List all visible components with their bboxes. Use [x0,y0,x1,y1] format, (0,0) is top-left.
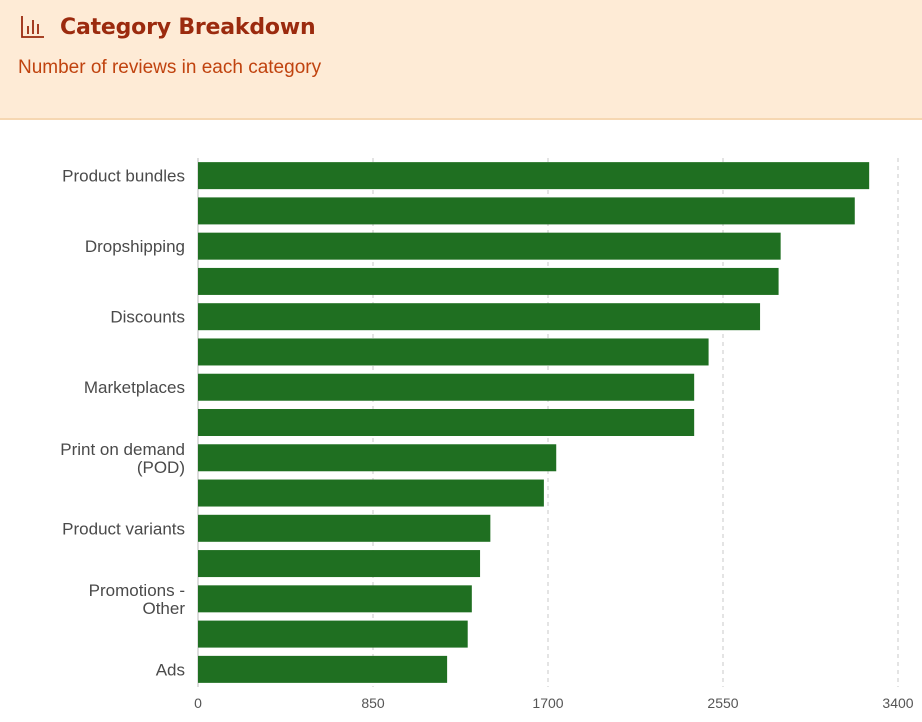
chart-header: Category Breakdown Number of reviews in … [0,0,922,120]
bar-chart-icon [21,16,44,38]
category-label: Dropshipping [85,237,185,256]
category-label: Product variants [62,519,185,538]
chart-title: Category Breakdown [60,14,316,40]
bar[interactable] [198,162,870,190]
category-label: Ads [156,660,185,679]
bar[interactable] [198,444,557,472]
bar-chart: Product bundles Dropshipping Discounts Mark… [60,158,914,711]
bar[interactable] [198,514,491,542]
bar[interactable] [198,338,709,366]
bar[interactable] [198,267,779,295]
bar[interactable] [198,409,695,436]
bar[interactable] [198,373,695,401]
bar[interactable] [198,585,472,613]
category-label: Marketplaces [84,378,185,397]
x-tick-label: 1700 [532,695,563,711]
x-tick-label: 0 [194,695,202,711]
bar[interactable] [198,550,481,578]
category-label: (POD) [137,458,185,477]
category-label: Other [142,599,185,618]
bar[interactable] [198,620,468,648]
x-tick-label: 850 [361,695,385,711]
x-tick-labels: 0 850 1700 2550 3400 [194,695,914,711]
chart-subtitle: Number of reviews in each category [18,57,322,78]
x-tick-label: 2550 [707,695,738,711]
bar[interactable] [198,197,855,225]
bar[interactable] [198,655,448,683]
bar[interactable] [198,232,781,260]
category-label: Print on demand [60,440,185,459]
bar[interactable] [198,479,544,507]
title-row: Category Breakdown [20,14,316,40]
category-label: Discounts [110,308,185,327]
bars [198,162,870,683]
category-labels: Product bundles Dropshipping Discounts Mark… [60,167,185,680]
category-label: Promotions - [89,581,185,600]
x-tick-label: 3400 [882,695,913,711]
bar[interactable] [198,303,761,331]
category-label: Product bundles [62,167,185,186]
